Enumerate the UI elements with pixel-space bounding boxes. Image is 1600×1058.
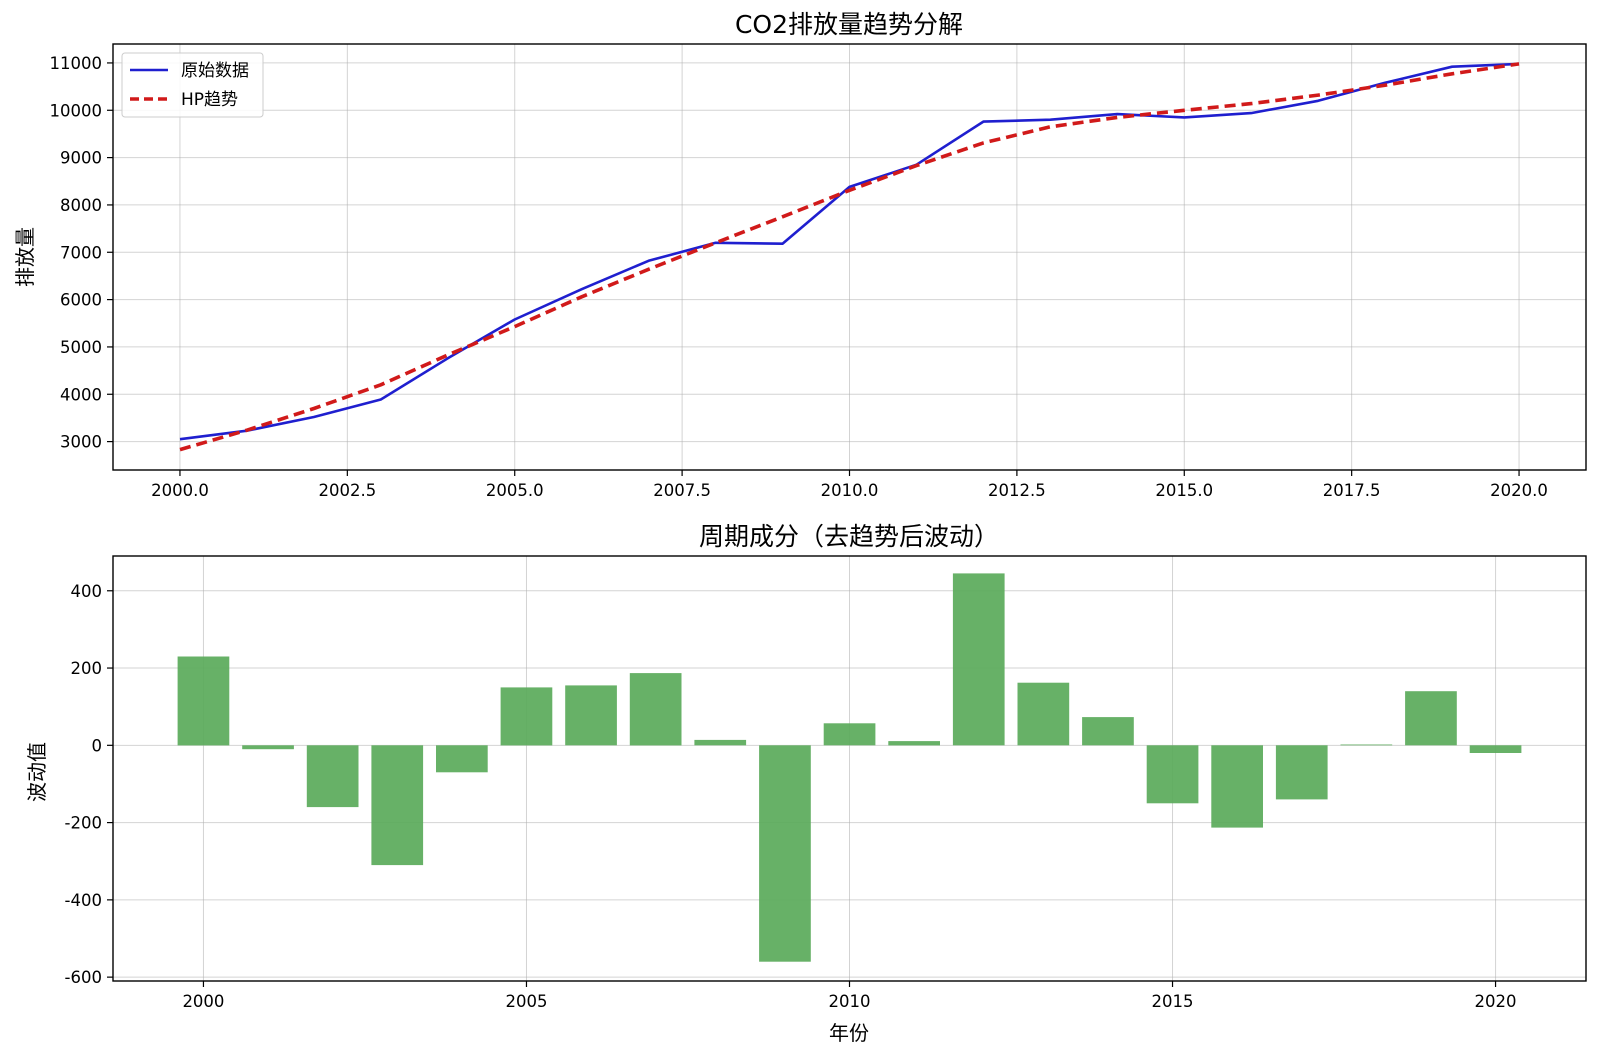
trend-y-tick-label: 9000	[60, 149, 102, 168]
cycle-bar-2006	[565, 685, 617, 746]
cycle-x-tick-label: 2010	[829, 992, 871, 1011]
cycle-x-tick-label: 2015	[1152, 992, 1194, 1011]
series-line-hp-trend	[179, 62, 1520, 452]
trend-y-tick-label: 6000	[60, 291, 102, 310]
trend-chart-panel: CO2排放量趋势分解 2000.0 2002.5 2005.0 2007.5 2010.…	[13, 10, 1587, 500]
trend-y-tick-label: 8000	[60, 196, 102, 215]
cycle-chart-x-axis: 2000 2005 2010 2015 2020	[182, 981, 1517, 1011]
cycle-y-tick-label: -600	[65, 968, 102, 987]
cycle-chart-title: 周期成分（去趋势后波动）	[699, 522, 999, 551]
trend-x-tick-label: 2007.5	[653, 481, 711, 500]
trend-x-tick-label: 2002.5	[318, 481, 376, 500]
cycle-bar-2000	[177, 656, 230, 746]
cycle-bar-2019	[1405, 691, 1457, 746]
cycle-bar-2005	[500, 687, 553, 746]
trend-y-tick-label: 3000	[60, 433, 102, 452]
trend-x-tick-label: 2000.0	[151, 481, 209, 500]
cycle-bar-2020	[1469, 745, 1522, 753]
cycle-bar-2017	[1275, 745, 1328, 800]
cycle-chart-y-axis: -600 -400 -200 0 200 400	[65, 582, 113, 987]
trend-x-tick-label: 2017.5	[1323, 481, 1381, 500]
cycle-y-tick-label: -400	[65, 891, 102, 910]
trend-x-tick-label: 2015.0	[1155, 481, 1213, 500]
trend-chart-x-axis: 2000.0 2002.5 2005.0 2007.5 2010.0 2012.5 2015…	[151, 470, 1548, 500]
cycle-y-tick-label: 400	[71, 582, 103, 601]
cycle-chart-plot-area	[177, 573, 1522, 962]
cycle-y-tick-label: 200	[71, 659, 103, 678]
cycle-bar-2012	[952, 573, 1005, 746]
trend-x-tick-label: 2012.5	[988, 481, 1046, 500]
cycle-bar-2011	[888, 741, 940, 746]
trend-y-tick-label: 4000	[60, 385, 102, 404]
legend-label-original: 原始数据	[181, 61, 249, 81]
series-line-original	[179, 62, 1520, 441]
cycle-y-tick-label: 0	[92, 736, 103, 755]
legend-label-hp-trend: HP趋势	[181, 90, 238, 110]
cycle-bar-2004	[436, 745, 488, 773]
cycle-bar-2003	[371, 745, 424, 866]
trend-y-tick-label: 11000	[50, 54, 103, 73]
cycle-bar-2015	[1146, 745, 1199, 804]
cycle-bar-2013	[1017, 682, 1070, 746]
cycle-bar-2014	[1082, 717, 1134, 746]
trend-chart-y-label: 排放量	[13, 227, 37, 287]
cycle-bar-2018	[1340, 744, 1393, 746]
cycle-y-tick-label: -200	[65, 814, 102, 833]
cycle-chart-panel: 周期成分（去趋势后波动） 2000 2005 2010 2015 2020 -600-4…	[25, 522, 1587, 1045]
cycle-chart-x-label: 年份	[829, 1021, 869, 1045]
cycle-x-tick-label: 2000	[182, 992, 224, 1011]
cycle-chart-y-label: 波动值	[25, 742, 49, 802]
cycle-bar-2010	[823, 723, 876, 746]
cycle-bar-2002	[306, 745, 359, 808]
trend-y-tick-label: 10000	[50, 101, 103, 120]
trend-y-tick-label: 5000	[60, 338, 102, 357]
cycle-bar-2008	[694, 739, 747, 746]
cycle-x-tick-label: 2020	[1475, 992, 1517, 1011]
trend-x-tick-label: 2005.0	[486, 481, 544, 500]
trend-x-tick-label: 2020.0	[1490, 481, 1548, 500]
trend-chart-y-axis: 3000 4000 5000 6000 7000 8000 9000 10000 11000	[50, 54, 113, 452]
cycle-bar-2007	[629, 673, 682, 746]
trend-y-tick-label: 7000	[60, 243, 102, 262]
trend-chart-plot-area	[179, 62, 1520, 452]
cycle-x-tick-label: 2005	[505, 992, 547, 1011]
trend-chart-legend: 原始数据 HP趋势	[121, 52, 264, 118]
trend-chart-grid	[113, 44, 1586, 470]
trend-x-tick-label: 2010.0	[821, 481, 879, 500]
cycle-bar-2009	[759, 745, 811, 962]
cycle-bar-2016	[1211, 745, 1263, 828]
trend-chart-title: CO2排放量趋势分解	[735, 10, 963, 39]
cycle-bar-2001	[242, 745, 294, 750]
